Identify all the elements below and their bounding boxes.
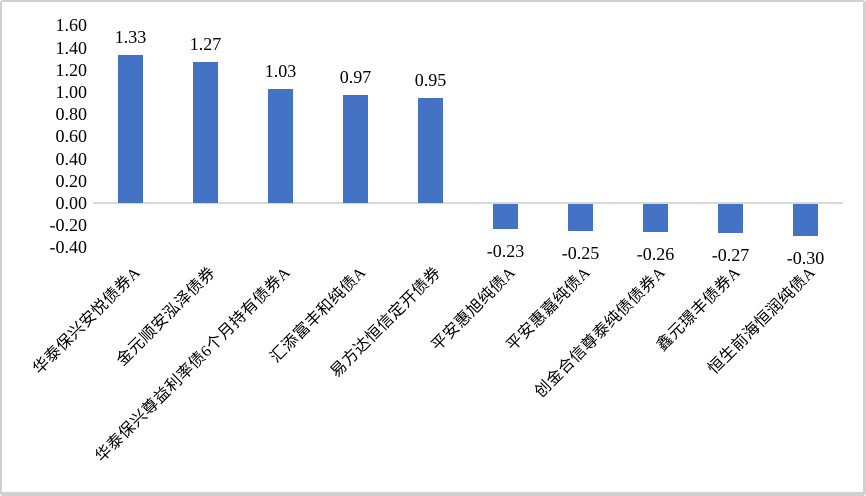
- category-label: 创金合信尊泰纯债债券A: [532, 264, 670, 402]
- y-tick-label: 1.00: [55, 82, 88, 102]
- x-axis-line: [93, 202, 843, 204]
- bar-value-label: 1.27: [189, 34, 222, 55]
- bar: [418, 97, 443, 203]
- bar-value-label: 0.97: [339, 67, 372, 88]
- bar: [643, 204, 668, 232]
- bar-value-label: -0.26: [636, 243, 675, 264]
- y-tick-label: 1.60: [55, 15, 88, 36]
- bar: [193, 62, 218, 203]
- bar: [343, 95, 368, 203]
- y-tick-label: 1.40: [55, 37, 88, 58]
- y-tick-label: 0.80: [55, 104, 88, 125]
- bar-value-label: 1.33: [114, 27, 147, 48]
- y-tick-label: 0.00: [55, 193, 88, 213]
- bar-value-label: -0.23: [486, 240, 525, 261]
- y-tick-label: 0.20: [55, 170, 88, 191]
- bar-value-label: -0.27: [711, 244, 750, 265]
- bar-value-label: 0.95: [414, 69, 447, 90]
- bar: [718, 204, 743, 233]
- bar-value-label: -0.25: [561, 242, 600, 263]
- bar-value-label: -0.30: [786, 248, 825, 269]
- y-tick-label: -0.20: [49, 215, 88, 236]
- bar: [793, 204, 818, 237]
- bar-value-label: 1.03: [264, 60, 297, 81]
- bar: [493, 204, 518, 229]
- y-tick-label: 0.60: [55, 126, 88, 147]
- y-tick-label: 1.20: [55, 59, 88, 80]
- y-tick-label: 0.40: [55, 148, 88, 169]
- bar: [268, 88, 293, 203]
- bar: [118, 55, 143, 203]
- y-tick-label: -0.40: [49, 237, 88, 258]
- bar: [568, 204, 593, 231]
